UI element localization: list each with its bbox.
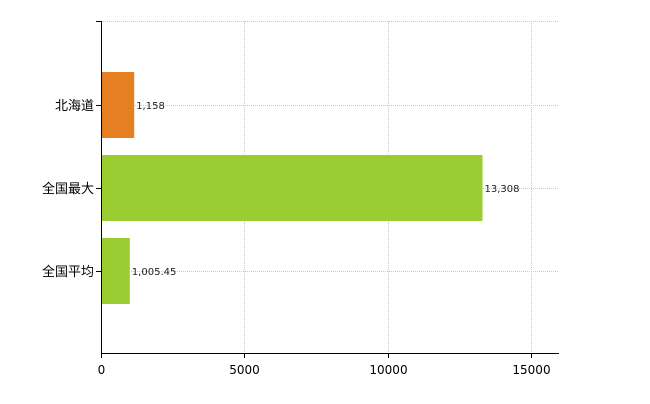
x-tick-label-4: 15000: [512, 363, 550, 377]
y-tick-label-1: 北海道: [55, 99, 94, 114]
data-label-2: 13,308: [484, 184, 519, 195]
bar-1: [101, 72, 135, 138]
data-labels: 1,158 13,308 1,005.45: [132, 101, 520, 278]
bar-series: [101, 72, 483, 304]
y-tick-label-2: 全国最大: [42, 181, 94, 197]
bar-2: [101, 155, 483, 221]
x-tick-label-1: 0: [98, 363, 106, 377]
x-tick-label-3: 10000: [369, 363, 407, 377]
y-tick-label-3: 全国平均: [42, 264, 94, 280]
x-tick-label-2: 5000: [229, 363, 260, 377]
bar-3: [101, 238, 130, 304]
data-label-1: 1,158: [136, 101, 165, 112]
data-label-3: 1,005.45: [132, 267, 177, 278]
